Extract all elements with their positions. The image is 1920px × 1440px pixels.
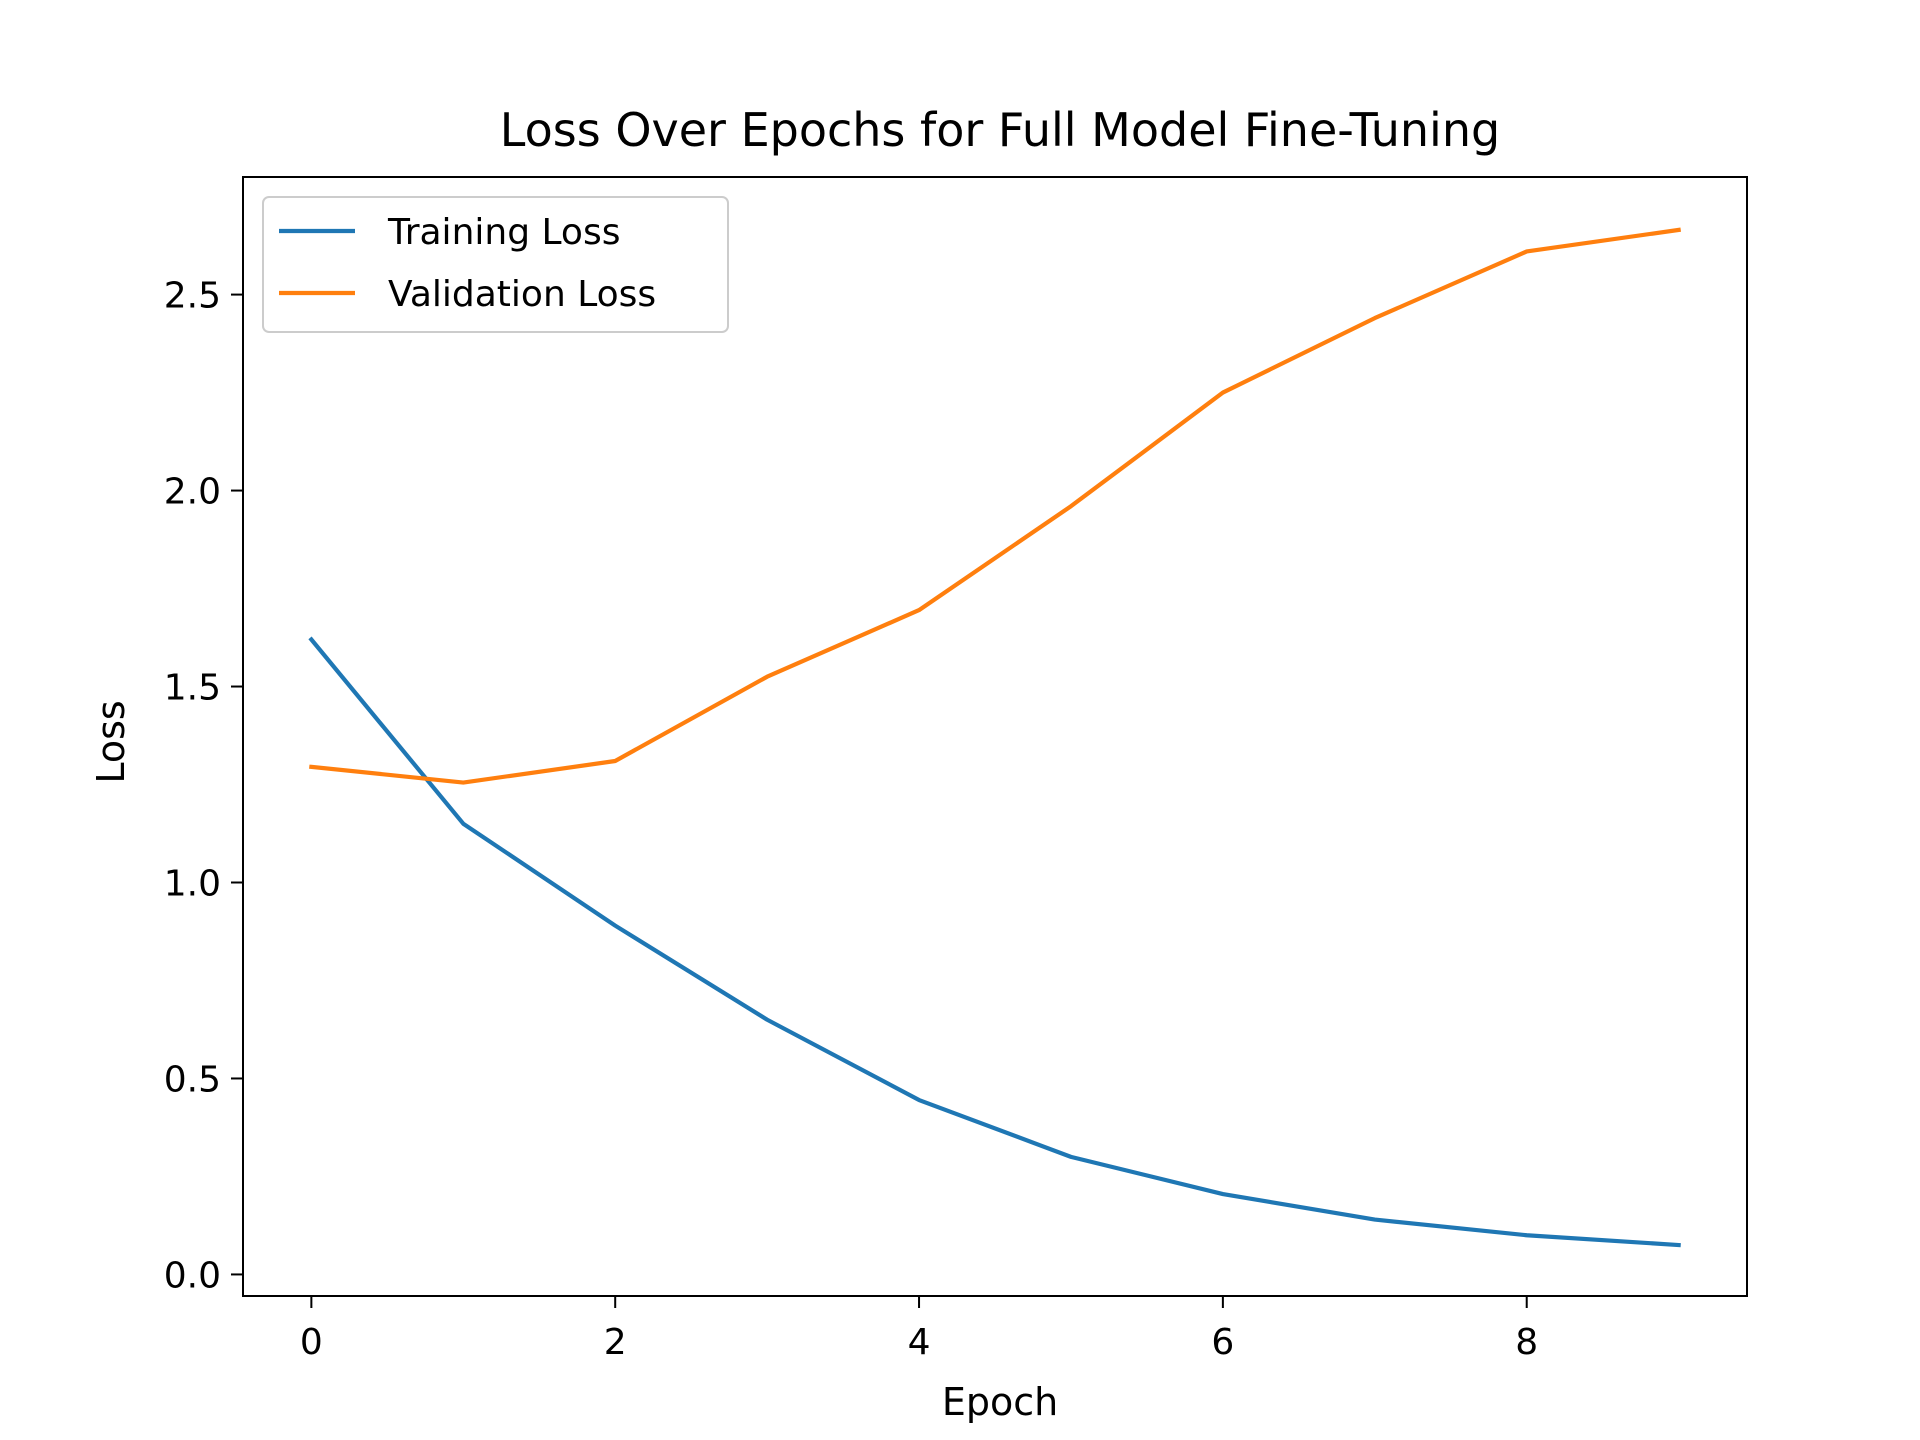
x-tick-label: 8 — [1515, 1322, 1538, 1363]
x-axis-label: Epoch — [942, 1380, 1058, 1424]
y-tick-label: 2.5 — [164, 276, 221, 317]
legend-label-validation-loss: Validation Loss — [388, 274, 656, 315]
x-tick-label: 4 — [908, 1322, 931, 1363]
y-tick-label: 2.0 — [164, 472, 221, 513]
legend: Training Loss Validation Loss — [262, 196, 729, 333]
plot-area: 0 2 4 6 8 0.0 0.5 1.0 1.5 2.0 2.5 Training Loss Vali… — [164, 176, 1748, 1363]
x-tick-label: 6 — [1211, 1322, 1234, 1363]
legend-label-training-loss: Training Loss — [387, 212, 620, 253]
y-tick-label: 1.5 — [164, 668, 221, 709]
x-tick-label: 0 — [300, 1322, 323, 1363]
y-tick-label: 0.5 — [164, 1059, 221, 1100]
series-line-validation-loss — [309, 227, 1682, 785]
x-tick-label: 2 — [604, 1322, 627, 1363]
chart-title: Loss Over Epochs for Full Model Fine-Tun… — [500, 103, 1500, 157]
y-tick-label: 1.0 — [164, 863, 221, 904]
series-line-training-loss — [308, 636, 1681, 1248]
y-axis-label: Loss — [89, 700, 133, 783]
y-tick-label: 0.0 — [164, 1255, 221, 1296]
axes-frame — [242, 176, 1748, 1297]
legend-box — [262, 196, 729, 333]
